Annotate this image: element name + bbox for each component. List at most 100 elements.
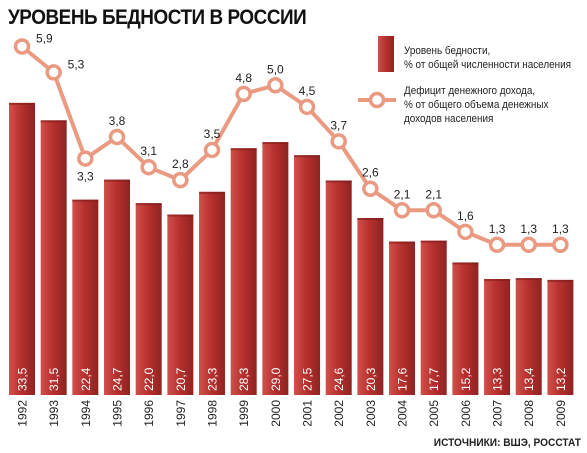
bar-2000 — [262, 142, 289, 395]
x-tick-label: 1995 — [111, 400, 125, 427]
bar-value-label: 17,7 — [427, 367, 441, 391]
bar-1997 — [167, 214, 194, 395]
bar-top-edge — [72, 199, 99, 202]
line-point — [172, 171, 189, 189]
x-tick-label: 2002 — [332, 400, 346, 427]
bar-top-edge — [230, 148, 257, 151]
line-point — [13, 38, 31, 55]
bar-top-edge — [547, 279, 574, 282]
line-value-label: 3,3 — [77, 170, 94, 184]
legend-bar-label-line: % от общей численности населения — [404, 59, 571, 71]
x-axis-labels: 1992 1993 1994 1995 1996 1997 1998 1999 2000 2001… — [16, 400, 568, 427]
bar-top-edge — [325, 180, 352, 183]
bar-1996 — [135, 203, 162, 395]
bar-top-edge — [104, 179, 131, 182]
line-value-label: 5,9 — [36, 32, 53, 46]
line-point — [203, 141, 221, 159]
legend-line-label-line: % от общего объема денежных — [404, 99, 549, 111]
bar-value-label: 13,4 — [522, 367, 536, 391]
bar-top-edge — [357, 217, 384, 220]
bar-top-edge — [484, 279, 511, 282]
line-value-label: 3,7 — [330, 118, 347, 132]
bar-value-label: 22,4 — [79, 367, 93, 391]
source-note: ИСТОЧНИКИ: ВШЭ, РОССТАТ — [433, 437, 581, 449]
x-tick-label: 2001 — [301, 400, 315, 427]
legend-line-label-line: доходов населения — [404, 113, 494, 125]
bar-value-label: 23,3 — [206, 367, 220, 391]
legend-line-marker — [368, 91, 386, 109]
x-tick-label: 1994 — [79, 400, 93, 427]
bar-2007 — [484, 279, 511, 395]
bar-value-label: 28,3 — [237, 367, 251, 391]
x-tick-label: 2005 — [427, 400, 441, 427]
line-value-label: 2,1 — [394, 187, 411, 201]
line-point — [140, 158, 157, 176]
line-point — [298, 98, 316, 116]
bar-value-label: 24,6 — [332, 367, 346, 391]
bar-2004 — [389, 241, 416, 395]
line-point — [108, 128, 126, 146]
bar-2006 — [452, 262, 479, 395]
line-value-label: 1,3 — [489, 222, 506, 236]
bars-group: 33,5 31,5 22,4 24,7 22,0 20,7 23,3 28,3 29,0 27,5… — [9, 102, 574, 395]
line-point — [425, 202, 442, 219]
line-value-label: 1,6 — [457, 209, 474, 223]
x-tick-label: 2003 — [364, 400, 378, 427]
bar-2009 — [547, 279, 574, 395]
bar-top-edge — [40, 120, 67, 123]
x-tick-label: 2000 — [269, 400, 283, 427]
bar-value-label: 20,7 — [174, 367, 188, 391]
line-value-label: 2,6 — [362, 166, 379, 180]
line-value-label: 2,1 — [425, 187, 442, 201]
bar-1995 — [104, 179, 131, 395]
bar-top-edge — [389, 241, 416, 244]
line-point — [330, 133, 347, 150]
bar-value-label: 33,5 — [16, 367, 30, 391]
bar-value-label: 24,7 — [111, 367, 125, 391]
bar-1998 — [199, 191, 226, 395]
x-tick-label: 2008 — [522, 400, 536, 427]
x-tick-label: 1996 — [142, 400, 156, 427]
line-value-label: 5,0 — [267, 62, 284, 76]
bar-2005 — [420, 240, 447, 395]
x-tick-label: 2009 — [554, 400, 568, 427]
line-point — [520, 236, 537, 254]
line-point — [393, 202, 411, 219]
bar-top-edge — [515, 278, 542, 281]
bar-value-label: 13,3 — [491, 367, 505, 391]
bar-value-label: 31,5 — [47, 367, 61, 391]
line-point — [488, 236, 506, 254]
x-tick-label: 2004 — [396, 400, 410, 427]
line-value-label: 3,8 — [109, 114, 126, 128]
line-series-path — [20, 44, 561, 247]
x-tick-label: 1993 — [47, 400, 61, 427]
x-tick-label: 1998 — [206, 400, 220, 427]
line-value-label: 3,5 — [204, 127, 221, 141]
bar-top-edge — [452, 262, 479, 265]
legend-bar-label-line: Уровень бедности, — [404, 45, 491, 57]
x-tick-label: 1999 — [237, 400, 251, 427]
line-series-group: 5,9 5,3 3,3 3,8 3,1 2,8 3,5 4,8 5,0 4,5 3,7 2,6 2,1 2… — [13, 32, 569, 254]
bar-top-edge — [420, 240, 447, 243]
bar-2002 — [325, 180, 352, 395]
bar-value-label: 17,6 — [396, 367, 410, 391]
line-point — [235, 85, 252, 103]
line-value-label: 5,3 — [68, 57, 85, 71]
line-point — [45, 64, 62, 81]
bar-1992 — [9, 102, 35, 395]
line-point — [362, 180, 379, 197]
legend-line-label: Дефицит денежного дохода, % от общего об… — [404, 84, 548, 126]
line-value-label: 2,8 — [172, 157, 189, 171]
line-value-label: 4,5 — [299, 84, 316, 98]
bar-2001 — [294, 155, 321, 395]
bar-value-label: 27,5 — [301, 367, 315, 391]
line-point — [77, 150, 94, 167]
line-point — [267, 77, 284, 94]
chart-title: УРОВЕНЬ БЕДНОСТИ В РОССИИ — [8, 6, 307, 29]
bar-top-edge — [167, 214, 194, 217]
bar-1994 — [72, 199, 99, 395]
legend-line-label-line: Дефицит денежного дохода, — [404, 85, 536, 97]
line-value-label: 3,1 — [140, 144, 157, 158]
line-value-label: 4,8 — [235, 71, 252, 85]
